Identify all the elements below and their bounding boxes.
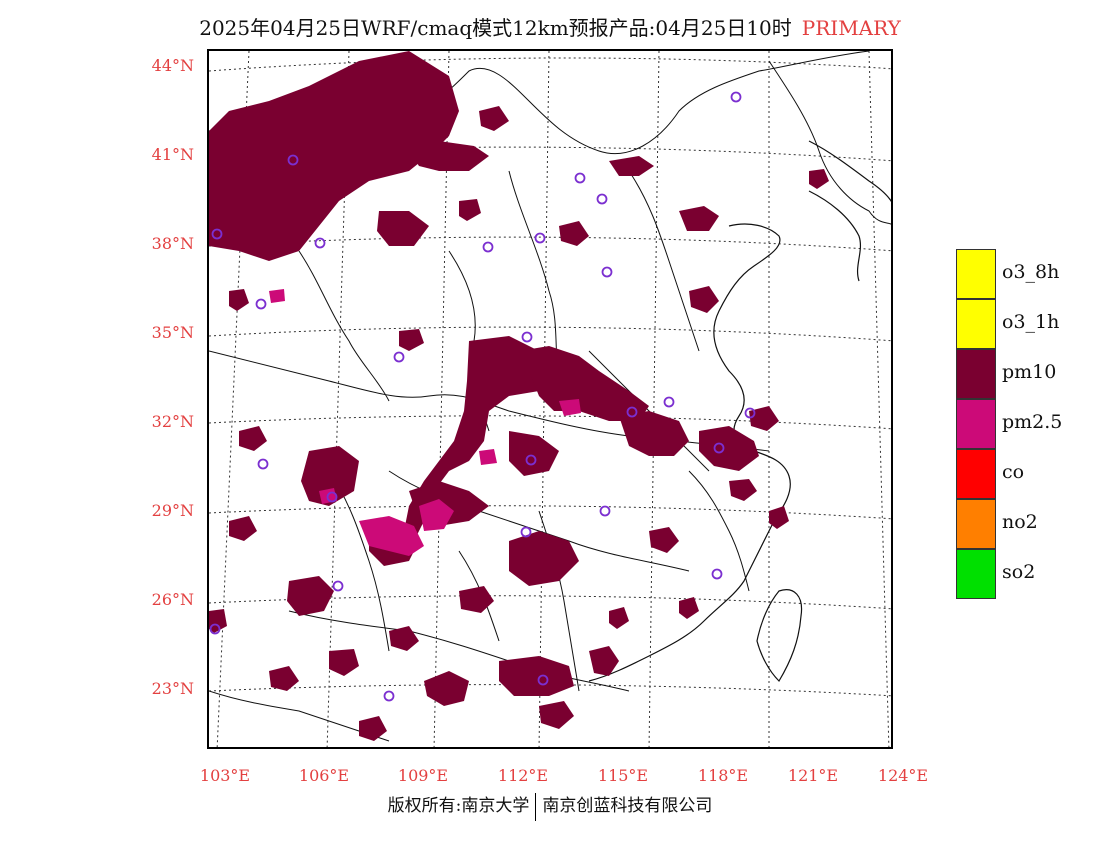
copyright-footer: 版权所有:南京大学 南京创蓝科技有限公司 bbox=[0, 791, 1100, 821]
legend-label: no2 bbox=[1002, 511, 1038, 533]
title-product: PRIMARY bbox=[801, 16, 901, 40]
legend-swatch bbox=[956, 299, 996, 349]
pm25-area bbox=[269, 289, 581, 556]
lon-label-103: 103°E bbox=[199, 766, 251, 785]
lon-label-124: 124°E bbox=[877, 766, 929, 785]
legend-label: pm10 bbox=[1002, 361, 1057, 383]
lon-label-121: 121°E bbox=[787, 766, 839, 785]
legend-label: pm2.5 bbox=[1002, 411, 1063, 433]
map-canvas[interactable] bbox=[207, 49, 893, 749]
lat-label-35: 35°N bbox=[151, 323, 194, 342]
lon-label-106: 106°E bbox=[298, 766, 350, 785]
lat-label-26: 26°N bbox=[151, 590, 194, 609]
legend-swatch bbox=[956, 249, 996, 299]
pollution-map bbox=[209, 51, 891, 747]
copyright-right: 南京创蓝科技有限公司 bbox=[542, 796, 713, 816]
legend-label: o3_1h bbox=[1002, 311, 1060, 333]
legend-label: co bbox=[1002, 461, 1025, 483]
legend-swatch bbox=[956, 349, 996, 399]
lon-label-112: 112°E bbox=[497, 766, 549, 785]
copyright-left: 版权所有:南京大学 bbox=[387, 796, 530, 816]
lat-label-41: 41°N bbox=[151, 145, 194, 164]
lon-label-115: 115°E bbox=[597, 766, 649, 785]
lat-label-23: 23°N bbox=[151, 679, 194, 698]
map-title: 2025年04月25日WRF/cmaq模式12km预报产品:04月25日10时 P… bbox=[0, 12, 1100, 41]
lat-label-32: 32°N bbox=[151, 412, 194, 431]
lat-label-44: 44°N bbox=[151, 56, 194, 75]
title-main: 2025年04月25日WRF/cmaq模式12km预报产品:04月25日10时 bbox=[199, 16, 792, 40]
lat-label-38: 38°N bbox=[151, 234, 194, 253]
legend-label: o3_8h bbox=[1002, 261, 1060, 283]
lon-label-118: 118°E bbox=[697, 766, 749, 785]
legend-swatch bbox=[956, 499, 996, 549]
legend-swatch bbox=[956, 549, 996, 599]
lon-label-109: 109°E bbox=[397, 766, 449, 785]
station-markers bbox=[209, 91, 756, 702]
legend-swatch bbox=[956, 449, 996, 499]
footer-separator bbox=[535, 792, 537, 821]
pm10-area bbox=[209, 51, 829, 741]
legend-label: so2 bbox=[1002, 561, 1036, 583]
lat-label-29: 29°N bbox=[151, 501, 194, 520]
legend-swatch bbox=[956, 399, 996, 449]
